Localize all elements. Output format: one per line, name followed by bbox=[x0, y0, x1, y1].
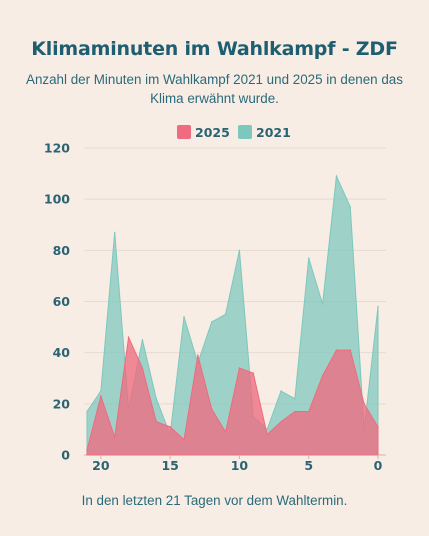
data-point-2025 bbox=[224, 431, 227, 433]
data-point-2021 bbox=[377, 305, 379, 308]
data-point-2021 bbox=[183, 316, 185, 318]
data-point-2025 bbox=[349, 349, 352, 351]
data-point-2021 bbox=[238, 249, 241, 252]
chart-subtitle: Anzahl der Minuten im Wahlkampf 2021 und… bbox=[26, 72, 403, 106]
x-tick-label: 5 bbox=[304, 458, 313, 473]
data-point-2021 bbox=[141, 339, 144, 341]
data-point-2021 bbox=[294, 397, 296, 400]
y-tick-label: 80 bbox=[53, 243, 71, 258]
data-point-2025 bbox=[238, 367, 241, 369]
data-point-2025 bbox=[321, 374, 324, 377]
data-point-2021 bbox=[307, 257, 310, 259]
data-point-2025 bbox=[155, 420, 158, 423]
data-point-2021 bbox=[280, 390, 282, 392]
data-point-2021 bbox=[155, 397, 158, 400]
data-point-2025 bbox=[127, 336, 130, 339]
data-point-2025 bbox=[210, 408, 213, 410]
y-tick-label: 20 bbox=[53, 396, 71, 411]
data-point-2021 bbox=[321, 303, 324, 305]
data-point-2021 bbox=[335, 175, 338, 177]
data-point-2021 bbox=[86, 410, 88, 413]
data-point-2025 bbox=[169, 426, 171, 428]
data-point-2025 bbox=[86, 449, 88, 451]
data-point-2025 bbox=[197, 354, 199, 357]
data-point-2025 bbox=[377, 426, 379, 428]
y-tick-label: 40 bbox=[53, 345, 71, 360]
data-point-2025 bbox=[100, 395, 102, 397]
data-point-2021 bbox=[349, 206, 352, 208]
x-tick-label: 0 bbox=[374, 458, 383, 473]
data-point-2025 bbox=[335, 349, 338, 351]
y-tick-label: 60 bbox=[53, 294, 71, 309]
data-point-2025 bbox=[252, 372, 255, 374]
legend-label-2021: 2021 bbox=[256, 125, 291, 140]
y-tick-label: 0 bbox=[61, 448, 70, 463]
data-point-2021 bbox=[113, 231, 116, 234]
data-point-2025 bbox=[363, 403, 365, 405]
y-tick-label: 100 bbox=[44, 192, 70, 207]
y-tick-label: 120 bbox=[44, 141, 70, 156]
data-point-2025 bbox=[113, 436, 116, 438]
legend-swatch-2025 bbox=[177, 125, 191, 139]
legend-label-2025: 2025 bbox=[195, 125, 230, 140]
data-point-2025 bbox=[280, 420, 282, 423]
x-tick-label: 10 bbox=[231, 458, 249, 473]
data-point-2025 bbox=[294, 410, 296, 413]
data-point-2025 bbox=[183, 438, 185, 441]
data-point-2021 bbox=[266, 428, 268, 431]
data-point-2021 bbox=[210, 321, 213, 323]
x-axis-ticks: 20 15 10 5 0 bbox=[92, 455, 383, 473]
legend-swatch-2021 bbox=[238, 125, 252, 139]
data-point-2025 bbox=[266, 433, 268, 436]
x-tick-label: 15 bbox=[161, 458, 178, 473]
y-axis-ticks: 0 20 40 60 80 100 120 bbox=[44, 141, 70, 463]
x-axis-label: In den letzten 21 Tagen vor dem Wahlterm… bbox=[81, 493, 348, 508]
data-point-2021 bbox=[224, 313, 227, 316]
x-tick-label: 20 bbox=[92, 458, 110, 473]
data-point-2025 bbox=[141, 367, 144, 369]
series-areas bbox=[86, 174, 379, 456]
data-point-2025 bbox=[307, 410, 310, 413]
data-point-2021 bbox=[100, 390, 102, 392]
chart-title: Klimaminuten im Wahlkampf - ZDF bbox=[31, 38, 398, 60]
legend: 2025 2021 bbox=[177, 125, 291, 140]
